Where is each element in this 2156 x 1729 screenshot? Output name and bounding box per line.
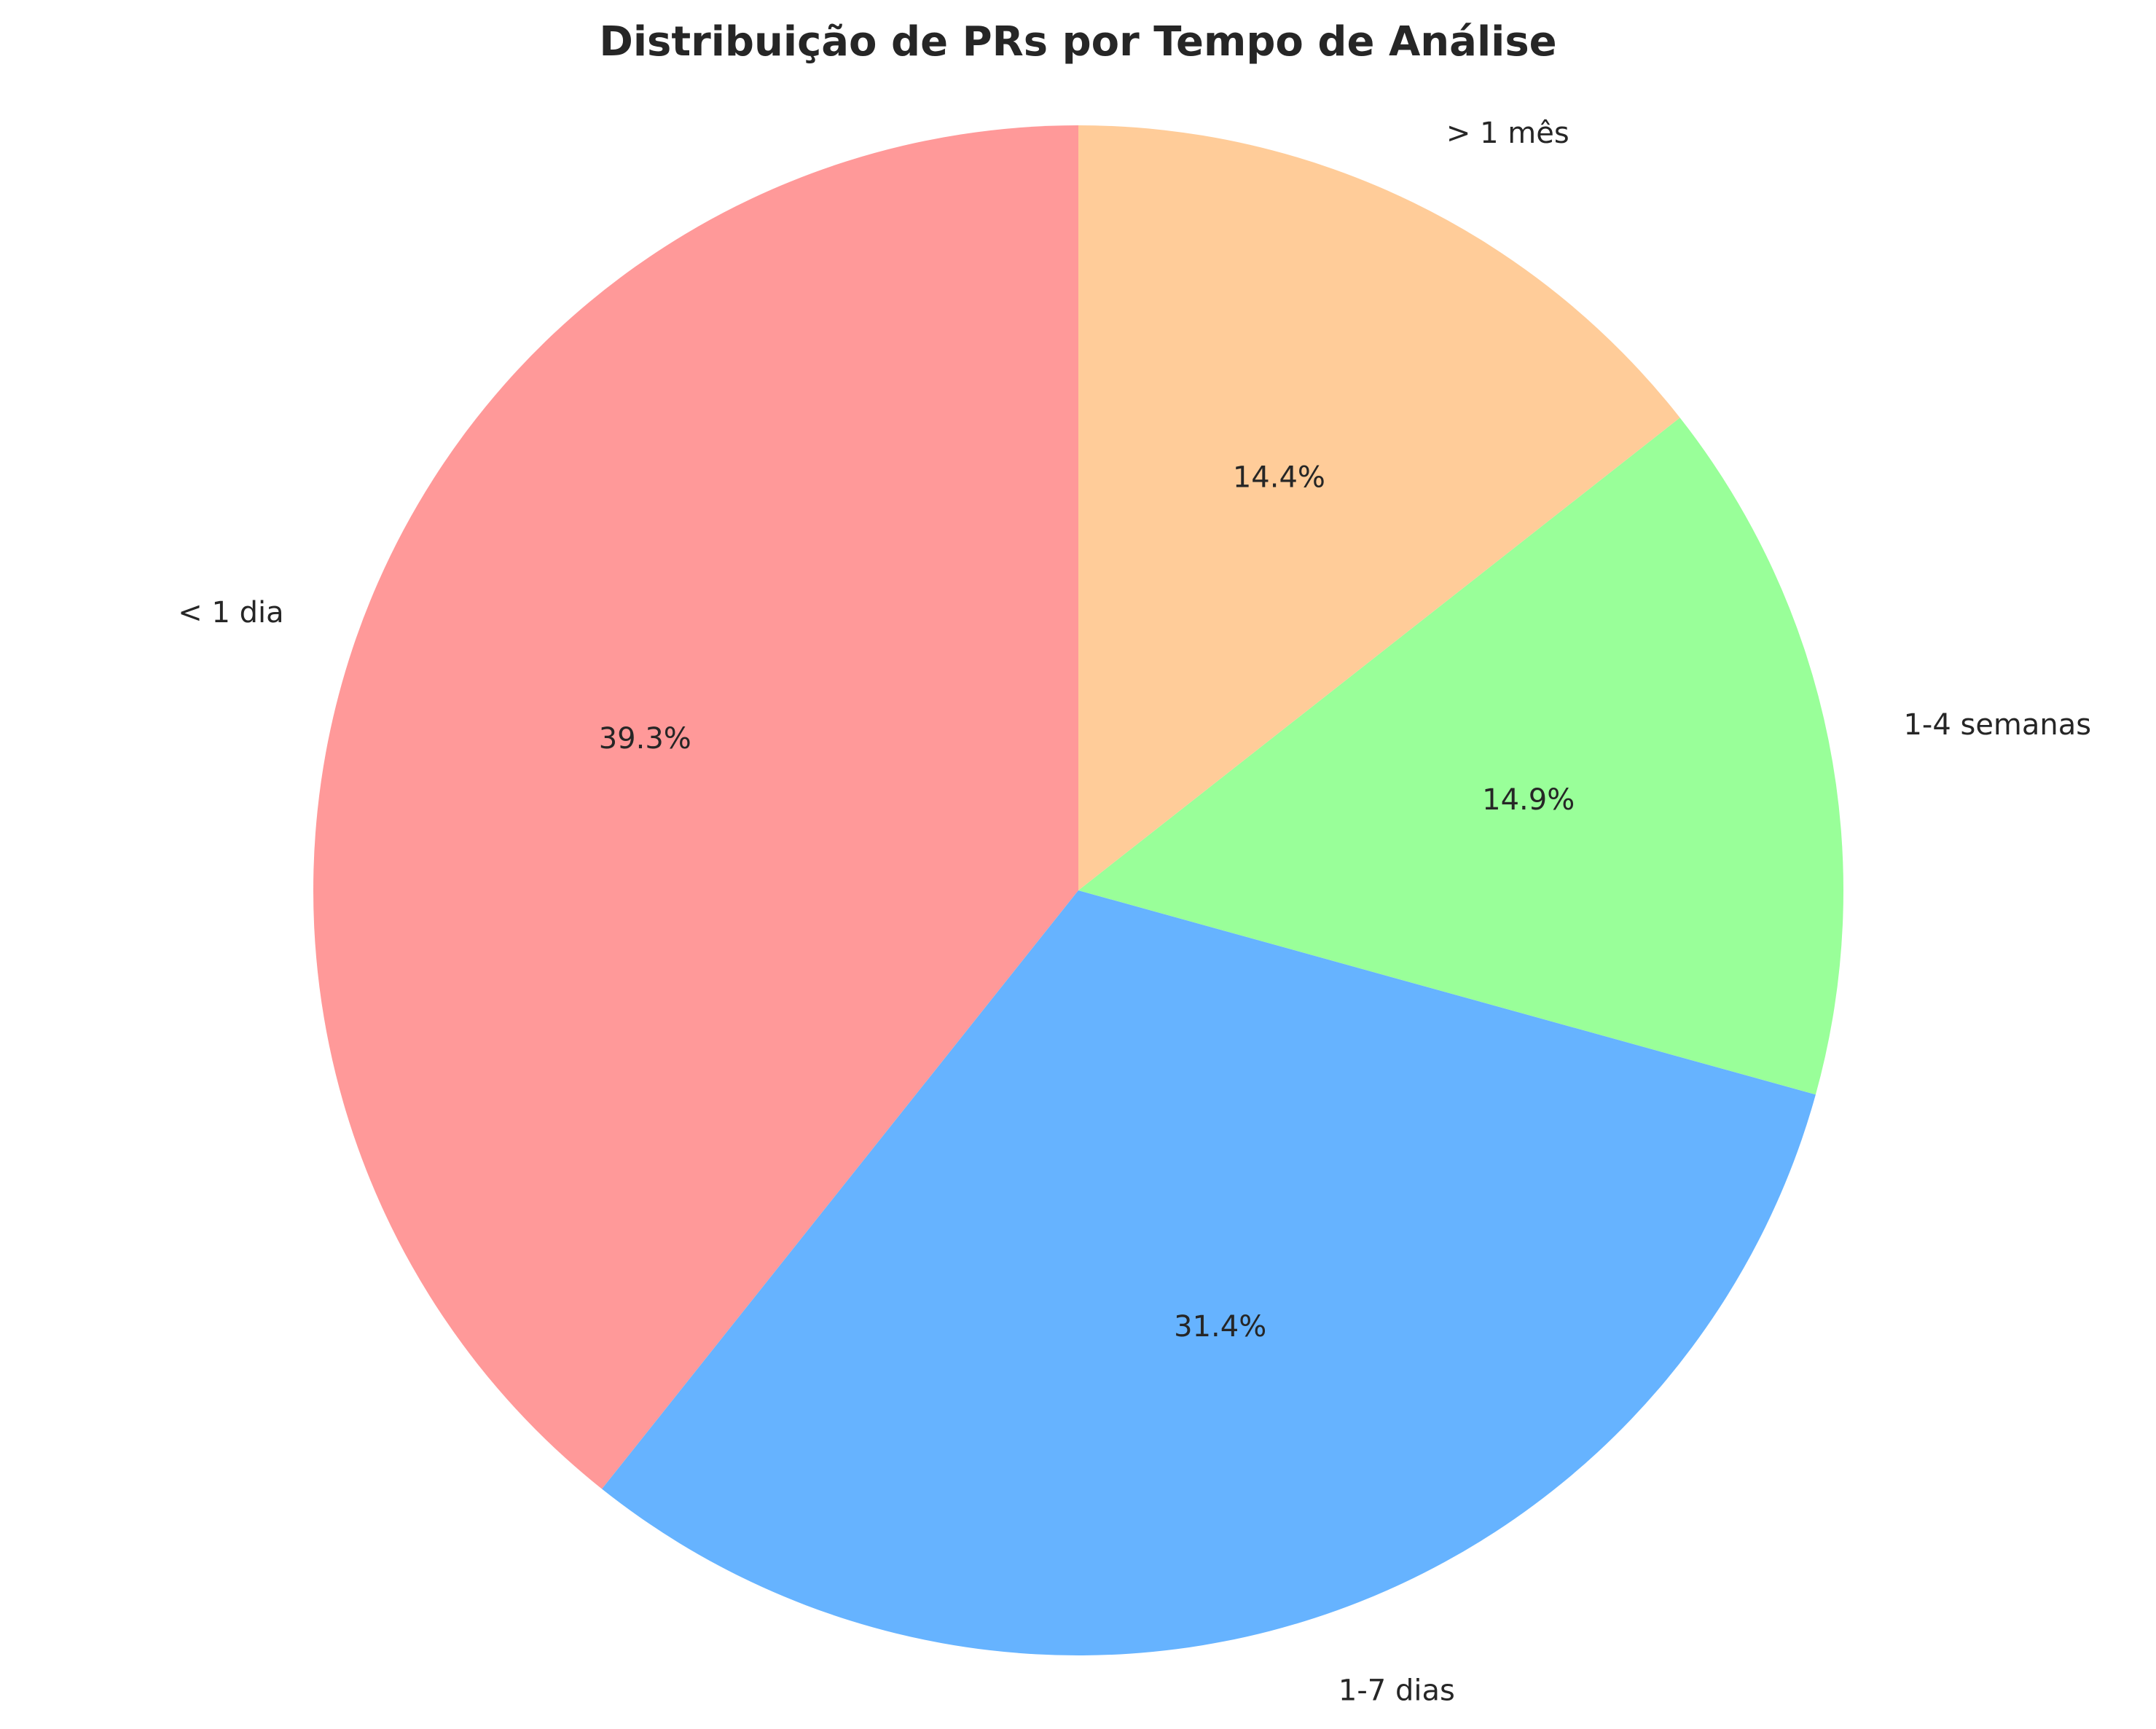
pie-slice-3 bbox=[1078, 417, 1843, 1095]
labels-layer: < 1 dia 39.3% 1-7 dias 31.4% 1-4 semanas 14.9… bbox=[178, 117, 2091, 1707]
slices-layer bbox=[313, 125, 1843, 1656]
slice-label-3: 1-4 semanas bbox=[1903, 708, 2091, 742]
slice-label-4: > 1 mês bbox=[1446, 117, 1569, 150]
pie-slice-4 bbox=[1078, 125, 1680, 890]
slice-percent-3: 14.9% bbox=[1482, 783, 1575, 817]
slice-percent-1: 39.3% bbox=[599, 722, 691, 756]
slice-percent-4: 14.4% bbox=[1233, 460, 1325, 494]
slice-percent-2: 31.4% bbox=[1174, 1310, 1266, 1344]
pie-slice-2 bbox=[602, 890, 1816, 1656]
pie-slice-1 bbox=[313, 125, 1078, 1489]
chart-title: Distribuição de PRs por Tempo de Análise bbox=[599, 18, 1557, 66]
slice-label-1: < 1 dia bbox=[178, 596, 283, 630]
slice-label-2: 1-7 dias bbox=[1338, 1674, 1455, 1707]
